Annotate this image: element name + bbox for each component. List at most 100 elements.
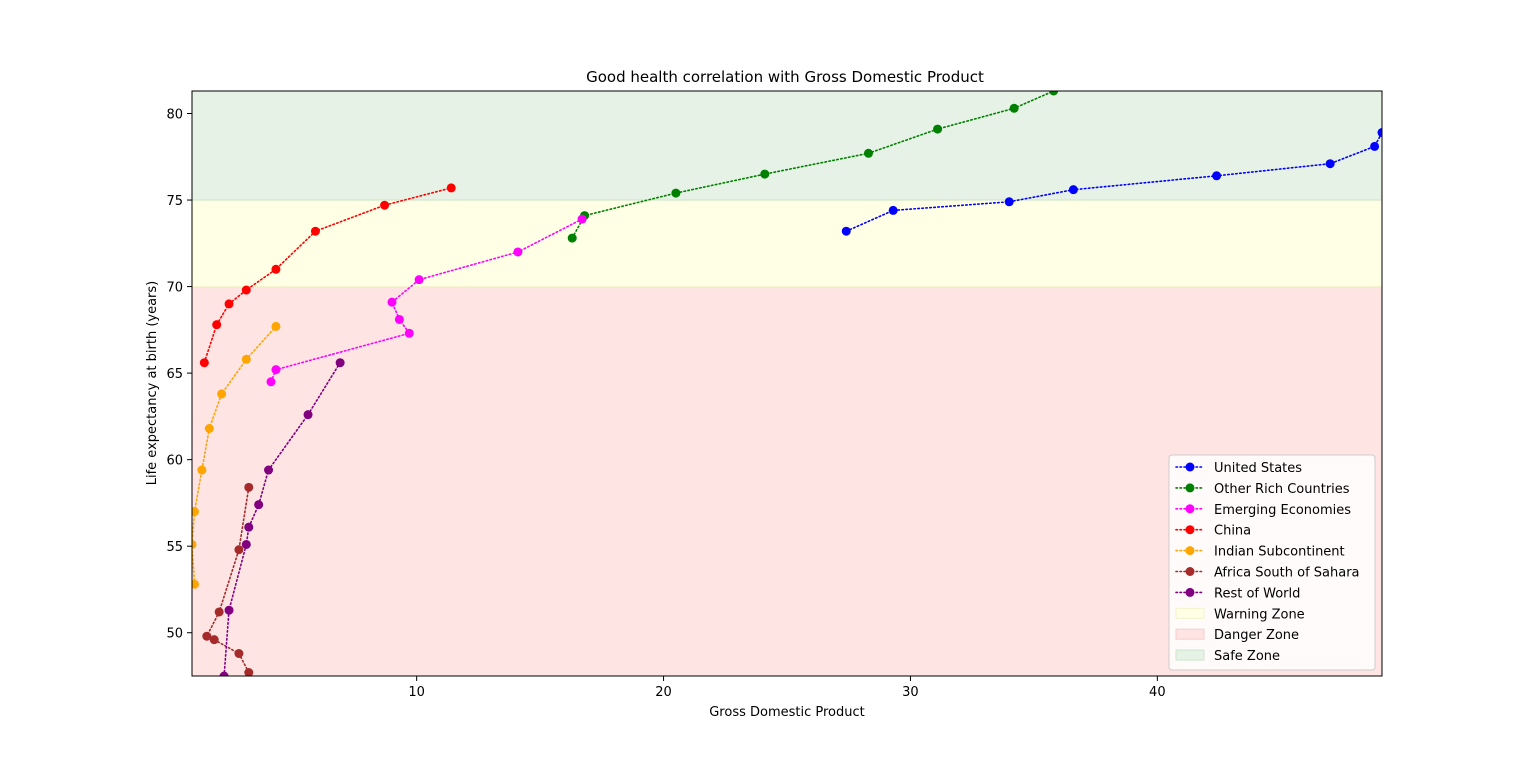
legend-label: Other Rich Countries — [1214, 482, 1350, 497]
legend-item-danger-zone: Danger Zone — [1175, 628, 1299, 643]
x-tick-label-20: 20 — [655, 685, 672, 700]
legend-label: Safe Zone — [1214, 649, 1280, 664]
data-point-emerging-economies-2 — [404, 328, 414, 338]
legend-label: Emerging Economies — [1214, 503, 1351, 518]
plot-frame — [191, 90, 1383, 677]
legend-patch-swatch — [1175, 628, 1205, 640]
data-point-china-0 — [199, 358, 209, 368]
data-point-other-rich-countries-4 — [863, 148, 873, 158]
chart-title: Good health correlation with Gross Domes… — [586, 68, 984, 86]
legend-item-china: China — [1175, 524, 1251, 539]
data-point-indian-subcontinent-5 — [217, 389, 227, 399]
legend-label: Rest of World — [1214, 586, 1300, 601]
series-line-rest-of-world — [223, 361, 341, 676]
series-africa-south-of-sahara — [202, 482, 254, 676]
series-united-states — [841, 128, 1382, 236]
data-point-emerging-economies-4 — [387, 297, 397, 307]
data-point-united-states-1 — [888, 205, 898, 215]
data-point-united-states-7 — [1377, 128, 1382, 138]
legend-marker — [1185, 483, 1195, 493]
data-point-emerging-economies-1 — [271, 365, 281, 375]
data-point-other-rich-countries-7 — [1049, 91, 1059, 96]
legend-label: Indian Subcontinent — [1214, 545, 1345, 560]
y-tick-label-60: 60 — [166, 454, 183, 469]
data-point-united-states-6 — [1370, 141, 1380, 151]
legend-marker — [1185, 546, 1195, 556]
legend-box — [1168, 454, 1376, 671]
data-point-indian-subcontinent-3 — [197, 465, 207, 475]
data-point-china-3 — [241, 285, 251, 295]
data-point-rest-of-world-4 — [254, 500, 264, 510]
legend-item-indian-subcontinent: Indian Subcontinent — [1175, 545, 1345, 560]
y-tick-label-70: 70 — [166, 281, 183, 296]
data-point-china-2 — [224, 299, 234, 309]
data-point-rest-of-world-2 — [241, 539, 251, 549]
x-axis: 10 20 30 40 — [408, 676, 1166, 700]
y-tick-label-80: 80 — [166, 108, 183, 123]
warning-zone-band — [191, 199, 1383, 288]
data-point-other-rich-countries-6 — [1009, 103, 1019, 113]
series-china — [199, 183, 456, 368]
legend-marker — [1185, 525, 1195, 535]
data-point-indian-subcontinent-6 — [241, 354, 251, 364]
data-point-rest-of-world-7 — [335, 358, 345, 368]
data-point-rest-of-world-3 — [244, 522, 254, 532]
data-point-emerging-economies-0 — [266, 377, 276, 387]
data-point-rest-of-world-5 — [264, 465, 274, 475]
data-point-united-states-0 — [841, 226, 851, 236]
data-point-united-states-4 — [1212, 171, 1222, 181]
x-tick-label-10: 10 — [408, 685, 425, 700]
legend-item-africa-south-of-sahara: Africa South of Sahara — [1175, 566, 1360, 581]
y-tick-label-50: 50 — [166, 627, 183, 642]
data-point-africa-south-of-sahara-3 — [202, 631, 212, 641]
x-tick-label-30: 30 — [902, 685, 919, 700]
y-tick-label-75: 75 — [166, 194, 183, 209]
legend-item-warning-zone: Warning Zone — [1175, 607, 1305, 622]
legend-item-safe-zone: Safe Zone — [1175, 649, 1280, 664]
data-point-china-5 — [310, 226, 320, 236]
legend-marker — [1185, 567, 1195, 576]
data-point-emerging-economies-5 — [414, 275, 424, 285]
data-point-africa-south-of-sahara-4 — [214, 607, 224, 617]
legend-item-emerging-economies: Emerging Economies — [1175, 503, 1351, 518]
legend-label: Warning Zone — [1214, 607, 1305, 622]
series-emerging-economies — [266, 214, 587, 387]
legend-label: United States — [1214, 461, 1302, 476]
series-rest-of-world — [219, 358, 345, 676]
legend-marker — [1185, 462, 1195, 472]
data-point-africa-south-of-sahara-0 — [244, 668, 254, 676]
y-axis: 50 55 60 65 70 75 80 — [166, 108, 192, 642]
data-point-other-rich-countries-0 — [567, 233, 577, 243]
legend-label: Danger Zone — [1214, 628, 1299, 643]
data-point-other-rich-countries-5 — [933, 124, 943, 134]
y-tick-label-55: 55 — [166, 540, 183, 555]
data-point-united-states-2 — [1004, 197, 1014, 207]
legend: United States Other Rich Countries Emergin… — [1168, 454, 1376, 671]
series-line-other-rich-countries — [571, 91, 1055, 239]
legend-item-rest-of-world: Rest of World — [1175, 586, 1300, 601]
legend-label: Africa South of Sahara — [1214, 566, 1360, 581]
y-tick-label-65: 65 — [166, 367, 183, 382]
data-point-africa-south-of-sahara-6 — [244, 482, 254, 492]
data-point-rest-of-world-1 — [224, 605, 234, 615]
data-point-china-6 — [380, 200, 390, 210]
legend-patch-swatch — [1175, 649, 1205, 661]
data-point-africa-south-of-sahara-5 — [234, 545, 244, 555]
data-point-indian-subcontinent-0 — [192, 579, 199, 589]
data-point-other-rich-countries-3 — [760, 169, 770, 179]
legend-item-other-rich-countries: Other Rich Countries — [1175, 482, 1350, 497]
data-point-emerging-economies-7 — [577, 214, 587, 224]
data-point-rest-of-world-6 — [303, 410, 313, 420]
legend-marker — [1185, 587, 1195, 597]
data-point-indian-subcontinent-4 — [204, 424, 214, 433]
legend-label: China — [1214, 524, 1251, 539]
data-point-emerging-economies-3 — [394, 314, 404, 324]
legend-marker — [1185, 504, 1195, 514]
series-line-emerging-economies — [270, 218, 583, 383]
y-axis-label: Life expectancy at birth (years) — [145, 281, 160, 486]
data-point-united-states-3 — [1068, 185, 1078, 195]
x-axis-label: Gross Domestic Product — [709, 705, 865, 720]
data-point-china-1 — [212, 320, 222, 330]
legend-patch-swatch — [1175, 607, 1205, 619]
